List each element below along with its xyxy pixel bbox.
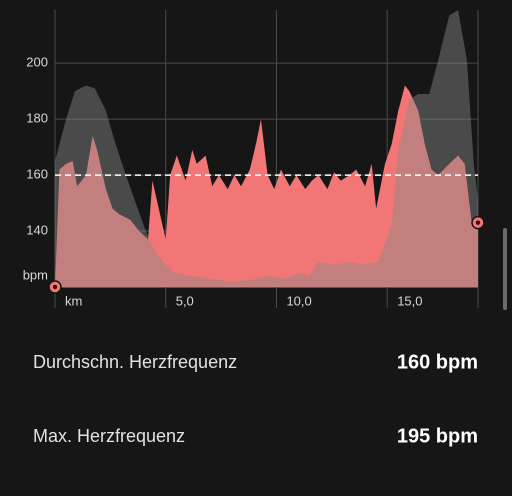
stat-value: 160 bpm <box>397 351 478 373</box>
stat-label: Durchschn. Herzfrequenz <box>33 352 237 372</box>
y-tick-label: 200 <box>26 55 48 70</box>
x-tick-label: 15,0 <box>397 293 422 308</box>
x-tick-label: km <box>65 293 82 308</box>
stat-value: 195 bpm <box>397 425 478 447</box>
y-tick-label: 140 <box>26 222 48 237</box>
plot: bpm 140 160 180 200 km 5,0 10,0 15,0 <box>23 10 485 308</box>
x-tick-label: 5,0 <box>176 293 194 308</box>
end-marker-dot <box>475 220 481 225</box>
area <box>55 10 478 287</box>
start-marker-dot <box>52 284 58 290</box>
stat-label: Max. Herzfrequenz <box>33 426 185 446</box>
y-tick-label: 180 <box>26 111 48 126</box>
area <box>55 85 478 287</box>
y-tick-label: bpm <box>23 267 48 282</box>
x-tick-label: 10,0 <box>286 293 311 308</box>
y-tick-label: 160 <box>26 167 48 182</box>
scrollbar <box>503 228 507 310</box>
